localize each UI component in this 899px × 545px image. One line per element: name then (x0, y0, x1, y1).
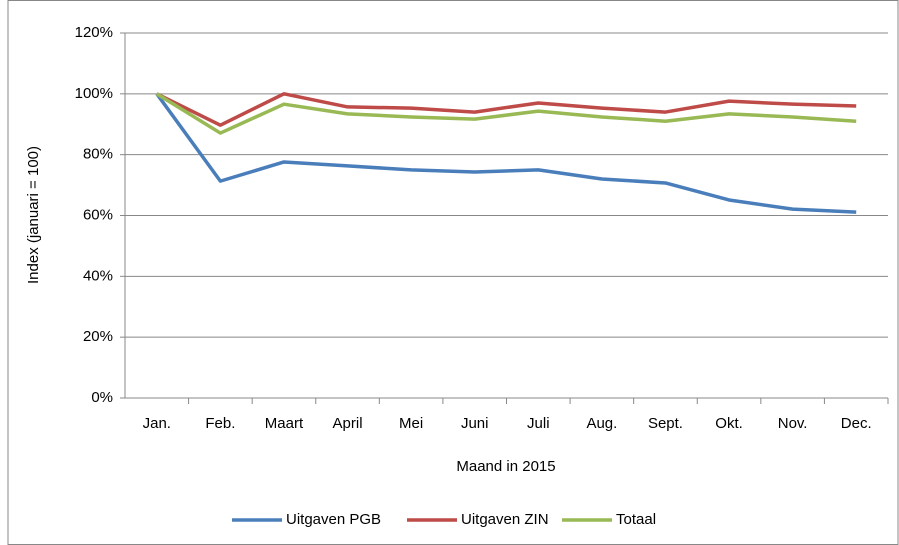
x-tick-label: Sept. (648, 415, 683, 432)
x-tick-label: Okt. (715, 415, 743, 432)
x-tick-label: Dec. (841, 415, 872, 432)
x-tick-label: Mei (399, 415, 423, 432)
x-tick-label: Juni (461, 415, 489, 432)
x-tick-label: Jan. (143, 415, 171, 432)
legend-label: Uitgaven ZIN (461, 511, 549, 528)
y-tick-label: 20% (83, 328, 113, 345)
y-axis-label: Index (januari = 100) (25, 146, 42, 284)
x-tick-label: Maart (265, 415, 304, 432)
legend-label: Uitgaven PGB (286, 511, 381, 528)
x-tick-label: Aug. (586, 415, 617, 432)
y-tick-label: 80% (83, 146, 113, 163)
x-tick-label: Juli (527, 415, 550, 432)
legend-label: Totaal (616, 511, 656, 528)
data-line (155, 92, 857, 214)
chart-frame (7, 0, 899, 545)
data-line (155, 92, 857, 135)
y-tick-label: 40% (83, 267, 113, 284)
y-tick-label: 0% (91, 389, 113, 406)
data-line (156, 92, 857, 127)
x-axis-label: Maand in 2015 (456, 458, 555, 475)
y-tick-label: 60% (83, 206, 113, 223)
x-tick-label: Nov. (778, 415, 808, 432)
y-tick-label: 120% (75, 24, 113, 41)
x-tick-label: Feb. (205, 415, 235, 432)
x-tick-label: April (333, 415, 363, 432)
y-tick-label: 100% (75, 85, 113, 102)
